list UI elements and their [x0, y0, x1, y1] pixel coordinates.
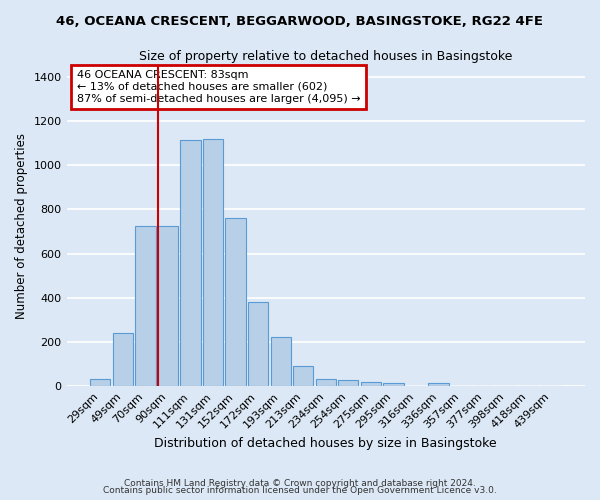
Bar [135, 226, 155, 386]
Text: 46, OCEANA CRESCENT, BEGGARWOOD, BASINGSTOKE, RG22 4FE: 46, OCEANA CRESCENT, BEGGARWOOD, BASINGS… [56, 15, 544, 28]
Bar [293, 366, 313, 386]
Text: 46 OCEANA CRESCENT: 83sqm
← 13% of detached houses are smaller (602)
87% of semi: 46 OCEANA CRESCENT: 83sqm ← 13% of detac… [77, 70, 361, 104]
Bar [361, 382, 381, 386]
Bar [158, 226, 178, 386]
Bar [226, 218, 246, 386]
Bar [338, 380, 358, 386]
Bar [181, 140, 200, 386]
Bar [248, 302, 268, 386]
Bar [428, 383, 449, 386]
Text: Contains public sector information licensed under the Open Government Licence v3: Contains public sector information licen… [103, 486, 497, 495]
X-axis label: Distribution of detached houses by size in Basingstoke: Distribution of detached houses by size … [154, 437, 497, 450]
Bar [113, 333, 133, 386]
Bar [203, 138, 223, 386]
Bar [316, 378, 336, 386]
Text: Contains HM Land Registry data © Crown copyright and database right 2024.: Contains HM Land Registry data © Crown c… [124, 478, 476, 488]
Bar [90, 378, 110, 386]
Title: Size of property relative to detached houses in Basingstoke: Size of property relative to detached ho… [139, 50, 512, 63]
Bar [271, 336, 291, 386]
Y-axis label: Number of detached properties: Number of detached properties [15, 133, 28, 319]
Bar [383, 384, 404, 386]
